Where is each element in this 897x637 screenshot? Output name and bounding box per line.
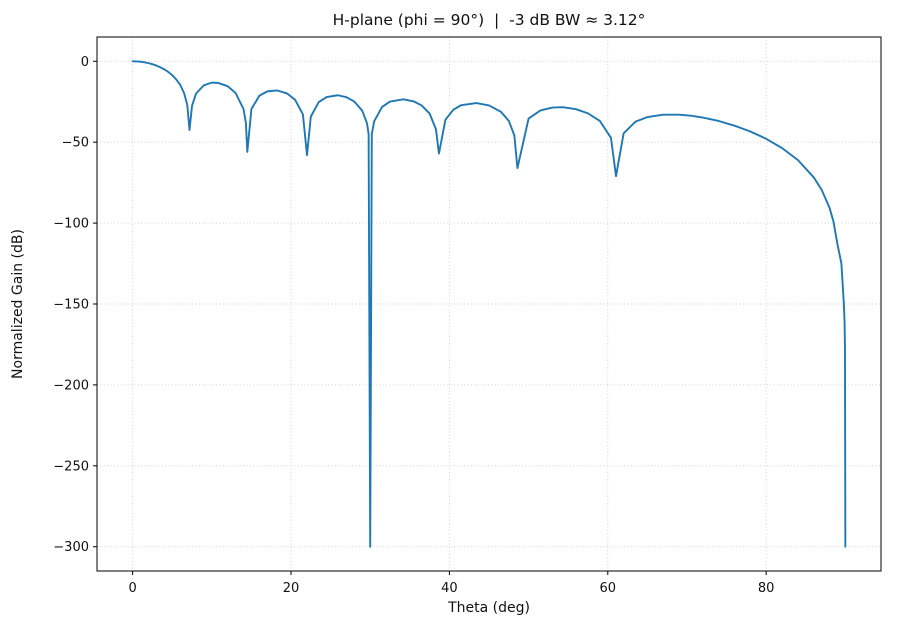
y-axis-label: Normalized Gain (dB) [10, 229, 26, 379]
x-tick-label: 60 [600, 581, 617, 596]
y-tick-label: 0 [81, 55, 89, 70]
x-tick-label: 80 [758, 581, 775, 596]
x-axis-label: Theta (deg) [448, 600, 530, 616]
y-tick-label: −150 [53, 298, 89, 313]
y-tick-label: −200 [53, 378, 89, 393]
x-tick-label: 20 [283, 581, 300, 596]
series-line-normalized-gain [131, 60, 847, 548]
y-tick-label: −50 [62, 136, 89, 151]
x-tick-label: 40 [441, 581, 458, 596]
y-tick-label: −100 [53, 217, 89, 232]
x-tick-label: 0 [128, 581, 136, 596]
y-tick-label: −250 [53, 459, 89, 474]
chart-title: H-plane (phi = 90°) | -3 dB BW ≈ 3.12° [332, 11, 646, 29]
y-tick-label: −300 [53, 540, 89, 555]
